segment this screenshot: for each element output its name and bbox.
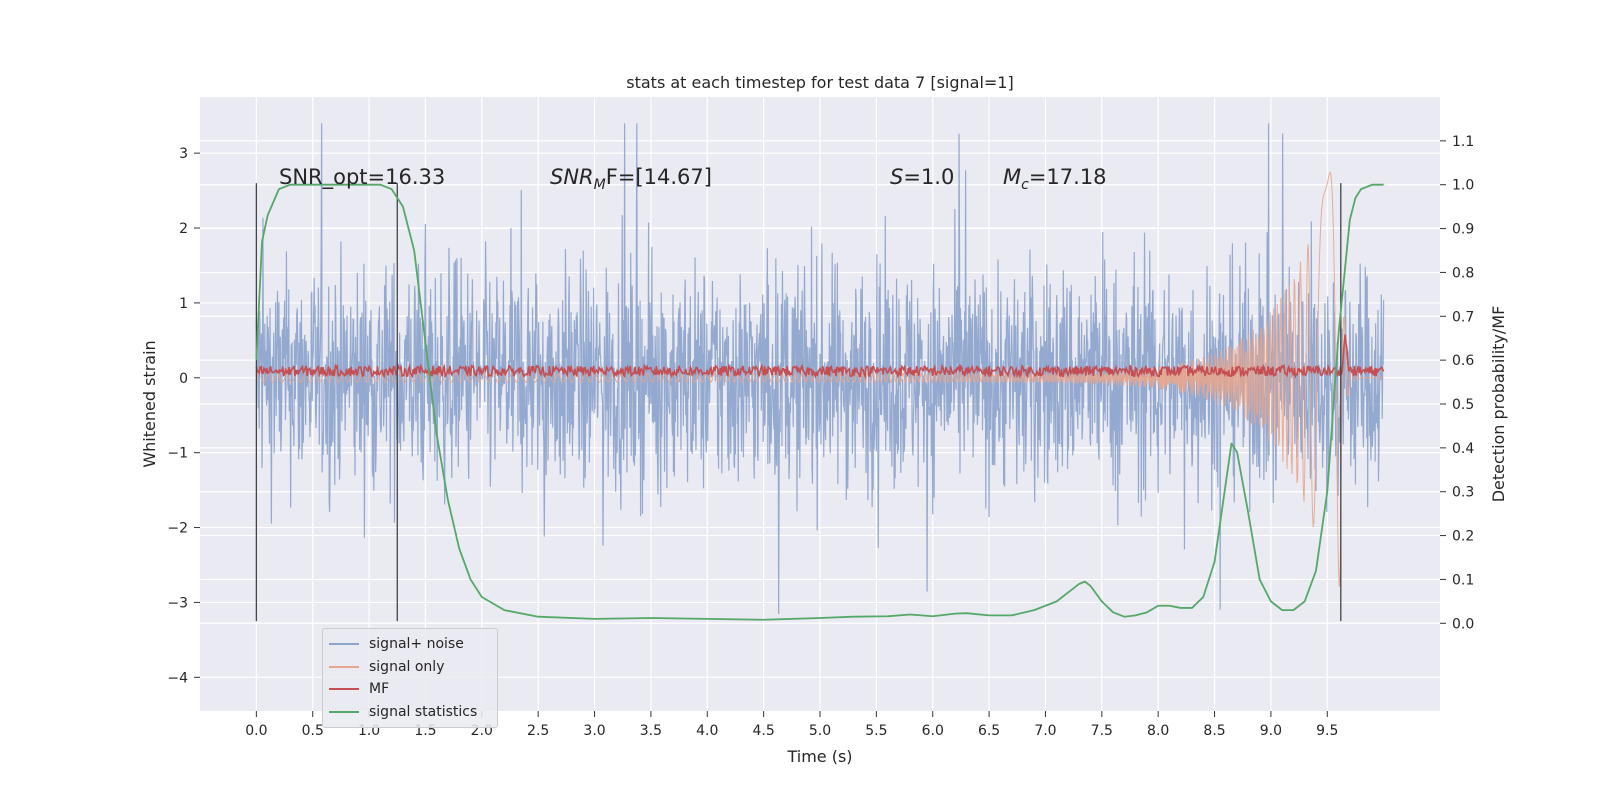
legend-swatch-signal-only	[329, 665, 359, 668]
x-tick-label: 5.5	[865, 723, 887, 739]
signal-only-line	[255, 171, 1384, 587]
x-tick-label: 6.5	[978, 723, 1000, 739]
x-tick-label: 4.5	[753, 723, 775, 739]
y-tick-label: −2	[167, 521, 188, 537]
x-axis-label: Time (s)	[786, 747, 852, 766]
y-tick-label: −3	[167, 595, 188, 611]
signal-statistics-line	[255, 183, 1384, 621]
y2-tick-label: 0.6	[1452, 353, 1474, 369]
x-tick-label: 9.0	[1260, 723, 1282, 739]
series-mf	[255, 334, 1385, 380]
x-tick-label: 2.5	[527, 723, 549, 739]
legend-label: MF	[369, 681, 390, 698]
y2-tick-label: 1.0	[1452, 178, 1474, 194]
y2-tick-label: 0.7	[1452, 309, 1474, 325]
x-tick-label: 0.5	[302, 723, 324, 739]
series-signal-noise	[255, 123, 1385, 615]
annotation-snr-mf: SNRMF=[14.67]	[550, 165, 712, 193]
y2-tick-label: 0.5	[1452, 397, 1474, 413]
legend-item-mf: MF	[323, 678, 497, 701]
y-tick-label: 3	[179, 146, 188, 162]
y-axis-label: Whitened strain	[140, 340, 159, 467]
y2-tick-label: 0.4	[1452, 441, 1474, 457]
series-signal-statistics	[255, 183, 1384, 621]
y2-tick-label: 0.3	[1452, 485, 1474, 501]
y2-tick-label: 0.0	[1452, 616, 1474, 632]
x-tick-label: 3.0	[583, 723, 605, 739]
y2-tick-label: 0.1	[1452, 572, 1474, 588]
signal-noise-line	[255, 123, 1385, 615]
x-tick-label: 0.0	[245, 723, 267, 739]
y-tick-label: −1	[167, 446, 188, 462]
legend: signal+ noise signal only MF signal stat…	[322, 628, 498, 728]
series-signal-only	[255, 171, 1384, 587]
y2-tick-label: 0.9	[1452, 222, 1474, 238]
x-tick-label: 3.5	[640, 723, 662, 739]
y2-tick-label: 0.2	[1452, 529, 1474, 545]
y2-tick-label: 1.1	[1452, 134, 1474, 150]
x-tick-label: 5.0	[809, 723, 831, 739]
x-tick-label: 9.5	[1316, 723, 1338, 739]
annotation-snr-opt: SNR_opt=16.33	[279, 165, 445, 190]
x-tick-label: 6.0	[922, 723, 944, 739]
x-tick-label: 8.0	[1147, 723, 1169, 739]
x-tick-label: 7.0	[1034, 723, 1056, 739]
legend-swatch-signal-statistics	[329, 710, 359, 713]
y-tick-label: 0	[179, 371, 188, 387]
vertical-markers	[255, 183, 1342, 622]
mf-line	[255, 334, 1385, 380]
y2-tick-label: 0.8	[1452, 265, 1474, 281]
legend-item-signal-statistics: signal statistics	[323, 701, 497, 724]
y-tick-label: −4	[167, 670, 188, 686]
axis-ticks: 0.0 0.5 1.0 1.5 2.0 2.5 3.0 3.5 4.0 4.5 5.0 5.5 6.0 6…	[167, 134, 1474, 739]
x-tick-label: 8.5	[1203, 723, 1225, 739]
y-tick-label: 2	[179, 221, 188, 237]
legend-label: signal statistics	[369, 703, 478, 720]
annotation-s: S=1.0	[890, 165, 954, 189]
y2-axis-label: Detection probability/MF	[1489, 306, 1508, 503]
legend-swatch-mf	[329, 688, 359, 691]
annotation-mc: Mc=17.18	[1003, 165, 1107, 193]
legend-item-signal-only: signal only	[323, 656, 497, 679]
legend-label: signal+ noise	[369, 636, 464, 653]
x-tick-label: 4.0	[696, 723, 718, 739]
x-tick-label: 7.5	[1091, 723, 1113, 739]
legend-label: signal only	[369, 658, 445, 675]
y-tick-label: 1	[179, 296, 188, 312]
legend-swatch-signal-noise	[329, 643, 359, 646]
chart-title: stats at each timestep for test data 7 […	[626, 73, 1013, 92]
legend-item-signal-noise: signal+ noise	[323, 633, 497, 656]
